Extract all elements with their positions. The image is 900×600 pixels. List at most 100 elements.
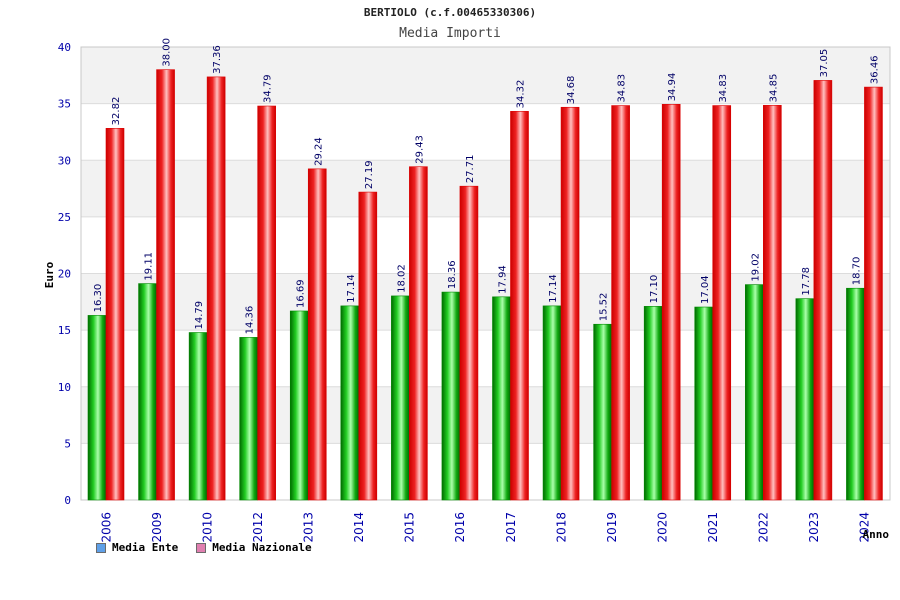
bar-media-nazionale <box>864 86 883 501</box>
bar-media-nazionale <box>105 128 125 501</box>
data-label: 29.43 <box>414 135 425 164</box>
x-tick-label: 2023 <box>807 512 821 543</box>
bar-media-nazionale <box>358 191 378 501</box>
bar-media-ente <box>542 305 562 501</box>
y-tick-label: 30 <box>58 154 71 167</box>
bar-media-ente <box>643 306 663 501</box>
x-axis-label: Anno <box>863 528 890 541</box>
bar-media-ente <box>391 295 410 501</box>
data-label: 34.68 <box>566 76 577 105</box>
x-tick-label: 2017 <box>504 512 518 543</box>
data-label: 17.78 <box>801 267 812 296</box>
bar-media-ente <box>239 337 258 501</box>
data-label: 17.14 <box>346 274 357 303</box>
data-label: 18.36 <box>447 260 458 289</box>
bar-media-ente <box>492 296 511 501</box>
bar-media-nazionale <box>611 105 630 501</box>
x-tick-label: 2014 <box>352 512 366 543</box>
x-tick-label: 2021 <box>706 512 720 543</box>
chart-title: BERTIOLO (c.f.00465330306) <box>364 6 536 19</box>
data-label: 27.19 <box>364 160 375 189</box>
data-label: 17.14 <box>548 274 559 303</box>
x-tick-label: 2020 <box>655 512 669 543</box>
bar-media-nazionale <box>813 80 833 501</box>
y-axis-label: Euro <box>43 261 56 288</box>
bar-media-nazionale <box>156 69 175 501</box>
data-label: 18.02 <box>396 264 407 293</box>
legend-swatch-media-ente <box>96 542 106 553</box>
data-label: 34.83 <box>617 74 628 103</box>
y-tick-label: 5 <box>64 437 71 450</box>
bar-media-ente <box>289 310 309 501</box>
bar-media-ente <box>694 306 714 501</box>
x-tick-label: 2015 <box>403 512 417 543</box>
bar-media-ente <box>188 332 208 501</box>
y-tick-label: 20 <box>58 268 71 281</box>
y-tick-label: 35 <box>58 98 71 111</box>
x-tick-label: 2006 <box>99 512 113 543</box>
data-label: 37.36 <box>212 45 223 74</box>
x-tick-label: 2024 <box>858 512 872 543</box>
y-tick-label: 10 <box>58 381 71 394</box>
bar-media-ente <box>745 284 764 501</box>
data-label: 19.02 <box>750 253 761 282</box>
legend: Media Ente Media Nazionale <box>96 541 312 554</box>
data-label: 34.79 <box>263 74 274 103</box>
data-label: 14.36 <box>245 306 256 335</box>
data-label: 38.00 <box>162 38 173 67</box>
data-label: 37.05 <box>819 49 830 78</box>
bar-media-ente <box>87 315 107 501</box>
data-label: 17.10 <box>649 275 660 304</box>
x-tick-label: 2009 <box>150 512 164 543</box>
y-tick-label: 0 <box>64 494 71 507</box>
x-tick-label: 2012 <box>251 512 265 543</box>
bar-media-ente <box>795 298 815 501</box>
data-label: 27.71 <box>465 155 476 184</box>
bar-media-nazionale <box>763 105 782 501</box>
x-tick-label: 2022 <box>757 512 771 543</box>
data-label: 36.46 <box>869 55 880 84</box>
data-label: 32.82 <box>111 97 122 126</box>
bar-media-ente <box>846 287 865 501</box>
x-tick-label: 2013 <box>302 512 316 543</box>
data-label: 14.79 <box>194 301 205 330</box>
bar-media-nazionale <box>510 111 529 501</box>
bar-media-nazionale <box>206 76 226 501</box>
data-label: 34.85 <box>768 74 779 103</box>
y-tick-label: 40 <box>58 41 71 54</box>
legend-label-media-nazionale: Media Nazionale <box>212 541 312 554</box>
data-label: 16.30 <box>93 284 104 313</box>
x-tick-label: 2019 <box>605 512 619 543</box>
bar-media-nazionale <box>257 105 276 501</box>
bar-media-ente <box>340 305 360 501</box>
bar-media-nazionale <box>661 104 681 501</box>
data-label: 16.69 <box>295 279 306 308</box>
plot-area <box>80 46 891 501</box>
data-label: 17.94 <box>498 265 509 294</box>
bar-media-ente <box>441 291 461 501</box>
chart-subtitle: Media Importi <box>399 26 501 41</box>
y-tick-label: 25 <box>58 211 71 224</box>
bar-media-nazionale <box>459 185 479 501</box>
x-tick-label: 2016 <box>453 512 467 543</box>
legend-label-media-ente: Media Ente <box>112 541 179 554</box>
bar-media-ente <box>138 283 157 501</box>
data-label: 18.70 <box>851 257 862 286</box>
bar-media-nazionale <box>409 166 428 501</box>
legend-item-media-ente: Media Ente <box>96 541 178 554</box>
legend-item-media-nazionale: Media Nazionale <box>196 541 312 554</box>
bar-media-nazionale <box>712 105 732 501</box>
x-tick-label: 2010 <box>200 512 214 543</box>
data-label: 34.94 <box>667 73 678 102</box>
bar-media-nazionale <box>560 106 580 501</box>
x-tick-label: 2018 <box>554 512 568 543</box>
data-label: 15.52 <box>599 293 610 322</box>
bar-media-nazionale <box>307 168 327 501</box>
data-label: 29.24 <box>313 137 324 166</box>
data-label: 34.83 <box>718 74 729 103</box>
data-label: 34.32 <box>516 80 527 109</box>
data-label: 19.11 <box>144 252 155 281</box>
data-label: 17.04 <box>700 275 711 304</box>
legend-swatch-media-nazionale <box>196 542 207 553</box>
